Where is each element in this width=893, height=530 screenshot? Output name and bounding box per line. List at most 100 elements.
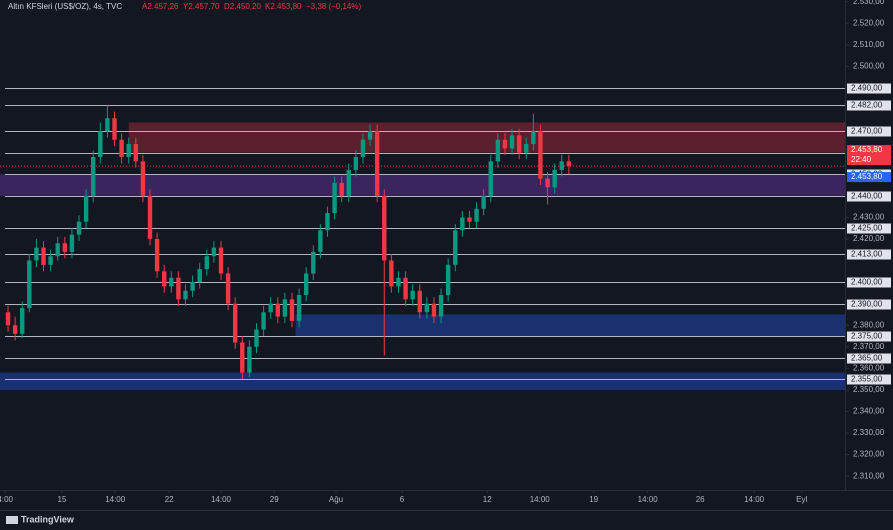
candle-body — [367, 131, 373, 140]
candle-body — [396, 277, 401, 287]
candle-body — [382, 195, 387, 261]
x-tick-label: 29 — [270, 495, 279, 504]
zone — [295, 314, 846, 337]
candle-body — [502, 139, 508, 149]
candle-body — [247, 346, 252, 373]
level-label: 2.413,00 — [851, 250, 883, 259]
candle-body — [119, 139, 124, 158]
candle-body — [34, 247, 39, 261]
y-tick-label: 2.370,00 — [853, 342, 885, 351]
level-tag — [847, 83, 891, 94]
x-tick-label: 14:00 — [211, 495, 232, 504]
candle-body — [176, 277, 181, 300]
candle-body — [325, 213, 330, 231]
level-label: 2.355,00 — [851, 375, 883, 384]
candle-body — [346, 169, 351, 196]
level-tag — [847, 331, 891, 342]
logo-icon — [6, 516, 18, 524]
candle-body — [303, 273, 309, 296]
candle-body — [516, 135, 522, 153]
y-tick-label: 2.430,00 — [853, 213, 885, 222]
candle-body — [76, 221, 82, 235]
candle-body — [417, 290, 422, 313]
candle-body — [360, 139, 366, 158]
candle-body — [261, 312, 266, 330]
candle-body — [339, 182, 344, 196]
candle-body — [374, 131, 380, 196]
x-tick-label: 15 — [58, 495, 67, 504]
candle-body — [5, 312, 11, 326]
candle-body — [495, 139, 501, 162]
countdown: 22:40 — [851, 155, 872, 164]
candle-body — [218, 247, 224, 274]
x-tick-label: 22 — [165, 495, 174, 504]
candle-body — [204, 256, 209, 270]
candle-body — [389, 260, 394, 287]
bid-price-label: 2.453,80 — [851, 172, 883, 181]
level-tag — [847, 191, 891, 202]
candle-body — [105, 118, 110, 132]
y-tick-label: 2.330,00 — [853, 428, 885, 437]
candle-body — [12, 325, 18, 334]
y-tick-label: 2.420,00 — [853, 234, 885, 243]
ohlc-open: A2.457,26 — [142, 2, 179, 11]
x-tick-label: Ağu — [329, 495, 343, 504]
axes: 2.310,00 2.320,00 2.330,00 2.340,00 2.350,00… — [0, 0, 891, 504]
level-label: 2.400,00 — [851, 278, 883, 287]
candle-body — [112, 118, 117, 140]
y-tick-label: 2.510,00 — [853, 40, 885, 49]
zone — [0, 372, 845, 390]
brand[interactable]: TradingView — [21, 514, 75, 524]
symbol: Altın KFSleri (US$/OZ), 4s, TVC — [8, 2, 122, 11]
candle-body — [48, 256, 53, 265]
level-label: 2.482,00 — [851, 101, 883, 110]
candle-body — [453, 230, 458, 265]
candle-body — [183, 290, 188, 300]
candle-body — [133, 144, 139, 162]
candle-body — [538, 131, 543, 179]
candle-body — [62, 243, 68, 252]
candle-body — [275, 303, 280, 317]
candle-body — [268, 303, 273, 313]
candle-body — [83, 195, 89, 222]
candle-body — [282, 299, 288, 317]
candle-body — [240, 342, 245, 373]
candle-body — [126, 144, 131, 158]
level-tag — [847, 299, 891, 310]
last-price-label: 2.453,80 — [851, 145, 883, 154]
candle-body — [197, 269, 202, 283]
y-tick-label: 2.320,00 — [853, 450, 885, 459]
ohlc-change: −3,38 (−0,14%) — [306, 2, 361, 11]
x-tick-label: 6 — [400, 495, 405, 504]
candle-body — [232, 303, 238, 343]
candle-body — [403, 277, 408, 300]
candle-body — [254, 329, 259, 347]
level-label: 2.425,00 — [851, 224, 883, 233]
candle-body — [509, 135, 515, 149]
y-tick-label: 2.500,00 — [853, 62, 885, 71]
zone — [0, 174, 845, 196]
y-tick-label: 2.380,00 — [853, 320, 885, 329]
y-tick-label: 2.360,00 — [853, 363, 885, 372]
x-tick-label: 14:00 — [744, 495, 765, 504]
x-tick-label: 14:00 — [105, 495, 126, 504]
level-label: 2.440,00 — [851, 192, 883, 201]
level-tag — [847, 249, 891, 260]
candle-body — [410, 290, 415, 300]
y-tick-label: 2.340,00 — [853, 407, 885, 416]
candle-body — [296, 295, 302, 321]
x-tick-label: 26 — [696, 495, 705, 504]
candle-body — [311, 251, 316, 274]
x-tick-label: 4:00 — [0, 495, 14, 504]
level-label: 2.470,00 — [851, 127, 883, 136]
candle-body — [225, 273, 231, 304]
level-tag — [847, 223, 891, 234]
level-label: 2.390,00 — [851, 300, 883, 309]
candle-body — [318, 230, 323, 252]
candle-body — [474, 208, 479, 222]
candle-body — [190, 282, 195, 291]
bid-price-tag — [847, 172, 891, 183]
y-tick-label: 2.310,00 — [853, 471, 885, 480]
candle-body — [467, 217, 472, 222]
candle-body — [27, 260, 32, 308]
